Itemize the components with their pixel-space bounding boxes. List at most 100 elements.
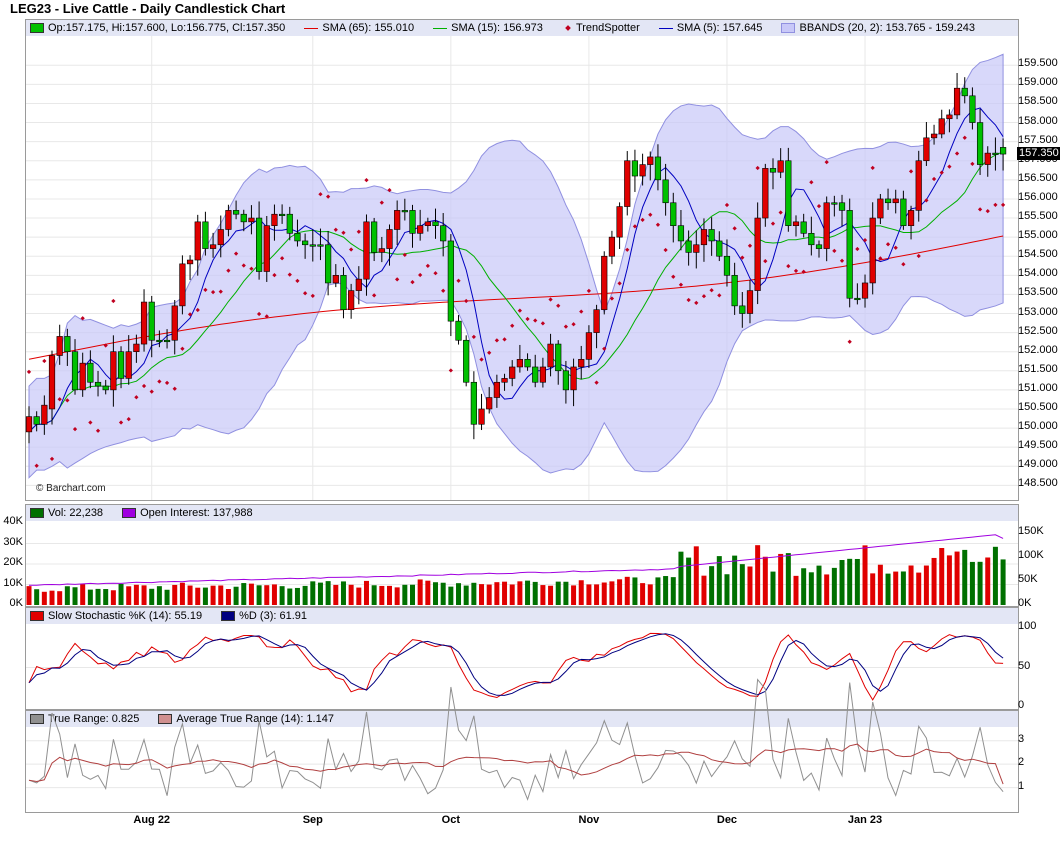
volume-bar	[471, 582, 477, 605]
volume-bar	[571, 585, 577, 605]
stoch-tick-label: 0	[1018, 699, 1025, 711]
candle-body	[562, 370, 569, 391]
volume-bar	[770, 571, 776, 605]
volume-bar	[271, 584, 277, 605]
candle-body	[854, 297, 861, 301]
volume-bar	[793, 575, 799, 605]
trendspotter-dot	[594, 380, 599, 385]
chart-title: LEG23 - Live Cattle - Daily Candlestick …	[10, 1, 286, 16]
trendspotter-dot	[717, 293, 722, 298]
trendspotter-dot	[157, 379, 162, 384]
trendspotter-dot	[548, 297, 553, 302]
volume-bar	[187, 585, 193, 605]
volume-bar	[747, 566, 753, 605]
volume-bar	[294, 587, 300, 605]
trendspotter-dot	[410, 279, 415, 285]
trendspotter-dot	[778, 210, 783, 215]
volume-bar	[578, 580, 584, 605]
volume-tick-label: 10K	[3, 576, 23, 589]
trendspotter-dot	[533, 318, 538, 323]
trendspotter-dot	[931, 176, 937, 182]
stoch-tick-label: 50	[1018, 659, 1031, 672]
price-tick-label: 152.000	[1018, 343, 1058, 356]
candle-body	[723, 255, 731, 276]
trendspotter-dot	[172, 386, 177, 391]
volume-bar	[486, 584, 492, 605]
volume-bar	[49, 590, 55, 605]
candle-body	[409, 210, 416, 234]
trendspotter-dot	[1000, 202, 1006, 208]
oi-tick-label: 50K	[1018, 572, 1038, 585]
trendspotter-dot	[494, 338, 499, 343]
price-tick-label: 155.500	[1018, 210, 1058, 223]
trendspotter-dot	[302, 291, 308, 296]
volume-bar	[264, 585, 270, 605]
candle-body	[386, 229, 393, 249]
volume-tick-label: 20K	[3, 556, 23, 568]
volume-bar	[325, 581, 331, 605]
trendspotter-dot	[901, 262, 906, 267]
volume-bar	[762, 556, 768, 605]
sma15-line	[28, 151, 1004, 433]
volume-bar	[195, 587, 201, 605]
volume-bar	[908, 565, 914, 605]
trendspotter-dot	[310, 293, 315, 299]
volume-bar	[448, 586, 454, 605]
candle-body	[585, 332, 593, 360]
candle-body	[194, 221, 201, 261]
volume-tick-label: 40K	[3, 515, 23, 527]
legend-tr: True Range: 0.825	[30, 711, 139, 727]
trendspotter-dot	[295, 278, 300, 284]
volume-bar	[164, 589, 170, 605]
candle-body	[240, 213, 247, 223]
trendspotter-dot	[755, 165, 760, 171]
last-price-badge: 157.350	[1017, 147, 1060, 160]
x-tick-label: Aug 22	[133, 814, 171, 826]
legend-stoch-k-text: Slow Stochastic %K (14): 55.19	[48, 610, 203, 622]
candle-body	[64, 336, 71, 352]
volume-bar	[156, 586, 162, 605]
trendspotter-dot	[747, 243, 753, 248]
price-tick-label: 158.500	[1018, 95, 1058, 108]
volume-bar	[555, 581, 561, 605]
candle-body	[647, 156, 654, 165]
trendspotter-dot	[149, 389, 154, 394]
trendspotter-dot	[318, 192, 323, 197]
legend-ohlc: Op:157.175, Hi:157.600, Lo:156.775, Cl:1…	[30, 20, 285, 36]
volume-bar	[785, 553, 791, 605]
volume-bar	[808, 572, 814, 605]
volume-bar	[225, 589, 231, 605]
candle-body	[662, 179, 669, 204]
volume-bar	[302, 585, 308, 605]
price-tick-label: 149.000	[1018, 458, 1058, 471]
candle-body	[486, 397, 493, 410]
candle-body	[670, 202, 677, 226]
trendspotter-dot	[625, 247, 630, 252]
tr-tick-label: 3	[1018, 732, 1025, 745]
trendspotter-dot	[218, 289, 223, 294]
candle-body	[992, 152, 999, 155]
trendspotter-dot	[724, 202, 730, 208]
candle-body	[846, 210, 853, 299]
x-tick-label: Jan 23	[847, 814, 883, 826]
volume-bar	[57, 591, 63, 605]
candle-body	[156, 339, 163, 343]
trendspotter-dot	[663, 247, 668, 253]
volume-bar	[678, 551, 684, 605]
true-range-line	[28, 678, 1004, 801]
candle-body	[71, 351, 79, 391]
candle-body	[355, 278, 362, 291]
price-tick-label: 152.500	[1018, 324, 1058, 337]
trendspotter-dot	[395, 277, 400, 282]
volume-bar	[517, 581, 523, 605]
candle-body	[616, 206, 623, 238]
candle-body	[762, 168, 769, 219]
volume-bar	[287, 588, 293, 605]
candle-body	[792, 221, 800, 226]
candle-body	[532, 366, 539, 383]
price-axis: 159.500159.000158.500158.000157.500157.0…	[1018, 0, 1060, 500]
candle-body	[884, 198, 892, 204]
candle-body	[263, 225, 270, 272]
volume-bar	[870, 573, 876, 605]
price-tick-label: 157.500	[1018, 133, 1058, 146]
